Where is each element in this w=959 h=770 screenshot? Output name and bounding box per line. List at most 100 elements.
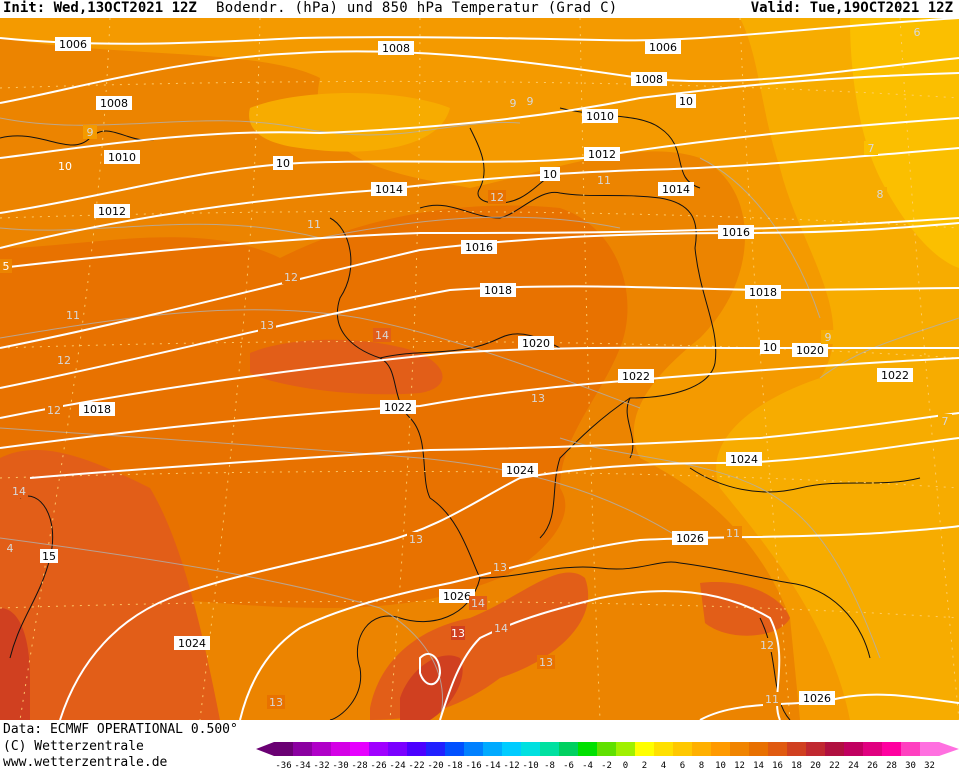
temperature-label: 13: [451, 626, 465, 640]
svg-text:12: 12: [760, 639, 774, 652]
svg-text:1026: 1026: [803, 692, 831, 705]
legend-swatch: [616, 742, 636, 756]
svg-text:1024: 1024: [730, 453, 758, 466]
legend-swatch: [407, 742, 427, 756]
legend-value-label: 12: [734, 761, 745, 770]
svg-text:1016: 1016: [722, 226, 750, 239]
isobar-label: 1022: [877, 368, 913, 382]
legend-value-label: -12: [503, 761, 519, 770]
legend-swatch: [711, 742, 731, 756]
warm-core-east: [700, 582, 790, 636]
svg-text:1014: 1014: [662, 183, 690, 196]
svg-text:1006: 1006: [59, 38, 87, 51]
svg-text:10: 10: [763, 341, 777, 354]
temperature-label: 9: [506, 96, 520, 110]
svg-text:11: 11: [726, 527, 740, 540]
svg-text:1010: 1010: [108, 151, 136, 164]
isobar-label: 1008: [96, 96, 132, 110]
svg-text:9: 9: [825, 331, 832, 344]
legend-swatch: [331, 742, 351, 756]
svg-text:10: 10: [58, 160, 72, 173]
isobar-label: 1020: [518, 336, 554, 350]
isobar-label: 1006: [645, 40, 681, 54]
isobar-label: 1016: [718, 225, 754, 239]
legend-value-label: -8: [544, 761, 555, 770]
temperature-label: 12: [282, 270, 300, 284]
isobar-label: 1024: [174, 636, 210, 650]
temperature-label: 9: [523, 94, 537, 108]
legend-value-label: 26: [867, 761, 878, 770]
legend-swatch: [749, 742, 769, 756]
isobar-label: 1012: [94, 204, 130, 218]
svg-text:1026: 1026: [443, 590, 471, 603]
legend-swatch: [502, 742, 522, 756]
legend-swatch: [445, 742, 465, 756]
temperature-label: 11: [763, 692, 781, 706]
svg-text:13: 13: [531, 392, 545, 405]
hot-core-sw: [0, 608, 30, 720]
isobar-label: 1018: [79, 402, 115, 416]
svg-text:13: 13: [269, 696, 283, 709]
legend-swatch: [673, 742, 693, 756]
legend-value-label: 28: [886, 761, 897, 770]
svg-text:13: 13: [260, 319, 274, 332]
legend-value-label: 0: [623, 761, 628, 770]
svg-text:14: 14: [375, 329, 389, 342]
legend-swatch: [426, 742, 446, 756]
svg-text:1012: 1012: [98, 205, 126, 218]
isobar-label: 1020: [792, 343, 828, 357]
svg-text:13: 13: [451, 627, 465, 640]
legend-value-label: 22: [829, 761, 840, 770]
temperature-label: 6: [910, 25, 924, 39]
isobar-label: 1008: [631, 72, 667, 86]
svg-text:1008: 1008: [100, 97, 128, 110]
svg-text:1022: 1022: [622, 370, 650, 383]
legend-value-label: -2: [601, 761, 612, 770]
legend-swatch: [787, 742, 807, 756]
legend-value-label: 8: [699, 761, 704, 770]
temperature-label: 7: [864, 141, 878, 155]
temperature-label: 14: [373, 328, 391, 342]
isobar-label: 1010: [104, 150, 140, 164]
svg-text:9: 9: [527, 95, 534, 108]
legend-value-label: -16: [465, 761, 481, 770]
legend-value-label: -14: [484, 761, 500, 770]
temperature-label: 13: [529, 391, 547, 405]
temperature-label: 13: [407, 532, 425, 546]
legend-swatch: [464, 742, 484, 756]
legend-value-label: 14: [753, 761, 764, 770]
legend-swatch: [635, 742, 655, 756]
svg-text:9: 9: [510, 97, 517, 110]
temperature-label: 7: [938, 414, 952, 428]
svg-text:7: 7: [868, 142, 875, 155]
data-source-label: Data: ECMWF OPERATIONAL 0.500°: [3, 722, 238, 737]
svg-text:1022: 1022: [384, 401, 412, 414]
temperature-label: 12: [55, 353, 73, 367]
isobar-label: 1010: [582, 109, 618, 123]
legend-value-label: 16: [772, 761, 783, 770]
temperature-label: 12: [45, 403, 63, 417]
legend-value-label: 30: [905, 761, 916, 770]
legend-swatch: [768, 742, 788, 756]
svg-text:10: 10: [543, 168, 557, 181]
temperature-label: 13: [537, 655, 555, 669]
color-legend: -36 -34 -32 -30 -28 -26 -24 -22 -20 -18 -16 -14 -12-…: [256, 742, 959, 770]
svg-text:6: 6: [914, 26, 921, 39]
svg-text:9: 9: [87, 126, 94, 139]
isobar-label: 1026: [799, 691, 835, 705]
legend-value-label: 24: [848, 761, 859, 770]
svg-text:12: 12: [490, 191, 504, 204]
temperature-label: 9: [821, 330, 835, 344]
hot-core-alps: [400, 655, 463, 720]
website-label: www.wetterzentrale.de: [3, 755, 168, 770]
temperature-label: 14: [469, 596, 487, 610]
isobar-label: 1022: [618, 369, 654, 383]
legend-value-label: -18: [446, 761, 462, 770]
temperature-label: 9: [83, 125, 97, 139]
svg-text:1020: 1020: [796, 344, 824, 357]
legend-swatch: [597, 742, 617, 756]
isobar-label: 1018: [745, 285, 781, 299]
legend-value-label: -4: [582, 761, 593, 770]
svg-text:14: 14: [12, 485, 26, 498]
cool-band-north-sea: [249, 93, 450, 152]
